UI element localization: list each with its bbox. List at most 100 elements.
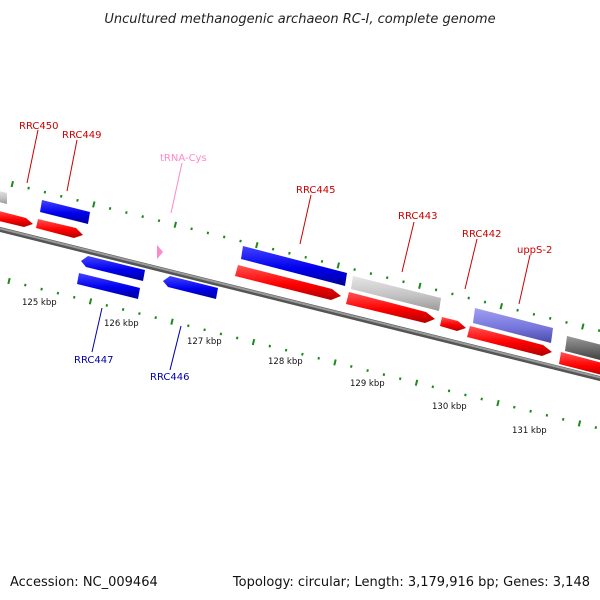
minor-tick bbox=[72, 295, 76, 299]
minor-tick bbox=[366, 369, 369, 372]
label-trna-cys[interactable]: tRNA-Cys bbox=[160, 153, 207, 164]
minor-tick bbox=[154, 316, 157, 320]
minor-tick bbox=[76, 198, 79, 202]
genome-summary: Topology: circular; Length: 3,179,916 bp… bbox=[232, 575, 590, 590]
minor-tick bbox=[402, 280, 405, 284]
backbone bbox=[0, 226, 600, 382]
major-tick bbox=[173, 221, 177, 228]
minor-tick bbox=[594, 426, 598, 429]
major-tick bbox=[418, 282, 422, 289]
minor-tick bbox=[222, 235, 226, 239]
gene-rrc445-red[interactable] bbox=[235, 265, 341, 300]
minor-tick bbox=[320, 259, 324, 263]
minor-tick bbox=[268, 344, 272, 348]
minor-tick bbox=[353, 268, 356, 271]
minor-tick bbox=[398, 377, 402, 381]
major-tick bbox=[414, 379, 419, 386]
minor-tick bbox=[431, 385, 435, 389]
kbp-label-126: 126 kbp bbox=[104, 319, 139, 329]
minor-tick bbox=[532, 312, 536, 316]
minor-tick bbox=[561, 417, 565, 421]
gene-rrc443[interactable] bbox=[351, 276, 441, 311]
kbp-label-125: 125 kbp bbox=[22, 298, 57, 308]
minor-tick bbox=[317, 356, 320, 360]
label-rrc447[interactable]: RRC447 bbox=[74, 355, 113, 366]
tick-track-lower bbox=[7, 277, 598, 429]
major-tick bbox=[577, 420, 582, 427]
major-tick bbox=[251, 338, 256, 346]
minor-tick bbox=[187, 324, 190, 328]
minor-tick bbox=[239, 239, 242, 243]
minor-tick bbox=[59, 194, 63, 198]
genes-forward-inner bbox=[0, 210, 600, 377]
minor-tick bbox=[464, 393, 467, 397]
kbp-label-128: 128 kbp bbox=[268, 357, 303, 367]
map-title: Uncultured methanogenic archaeon RC-I, c… bbox=[104, 12, 495, 27]
gene-upps-2[interactable] bbox=[473, 308, 553, 343]
minor-tick bbox=[108, 207, 112, 210]
major-tick bbox=[581, 323, 585, 330]
minor-tick bbox=[141, 215, 144, 219]
minor-tick bbox=[382, 373, 386, 377]
kbp-label-130: 130 kbp bbox=[432, 402, 467, 412]
gene-red-3[interactable] bbox=[467, 326, 552, 356]
gene-dark-edge[interactable] bbox=[565, 336, 600, 362]
gene-rrc447[interactable] bbox=[77, 273, 140, 299]
minor-tick bbox=[138, 312, 141, 316]
gene-red-edge[interactable] bbox=[559, 352, 600, 377]
trna-cys-marker[interactable] bbox=[157, 245, 163, 259]
major-tick bbox=[333, 359, 337, 366]
gene-labels: RRC450 RRC449 tRNA-Cys RRC445 RRC443 RRC… bbox=[19, 121, 552, 383]
label-rrc443[interactable]: RRC443 bbox=[398, 211, 437, 222]
genes-forward-outer bbox=[0, 190, 600, 362]
minor-tick bbox=[40, 287, 43, 291]
minor-tick bbox=[516, 308, 519, 312]
minor-tick bbox=[597, 329, 600, 333]
gene-red-2[interactable] bbox=[346, 292, 435, 323]
minor-tick bbox=[545, 413, 549, 417]
minor-tick bbox=[157, 219, 161, 223]
minor-tick bbox=[206, 231, 210, 235]
gene-gray-edge[interactable] bbox=[0, 190, 7, 204]
gene-rrc450[interactable] bbox=[0, 210, 33, 227]
minor-tick bbox=[369, 272, 373, 276]
gene-rrc446[interactable] bbox=[163, 276, 218, 299]
label-rrc442[interactable]: RRC442 bbox=[462, 229, 501, 240]
major-tick bbox=[170, 318, 174, 325]
kbp-labels: 125 kbp 126 kbp 127 kbp 128 kbp 129 kbp … bbox=[22, 298, 547, 436]
gene-rrc449[interactable] bbox=[36, 219, 83, 238]
label-rrc445[interactable]: RRC445 bbox=[296, 185, 335, 196]
minor-tick bbox=[529, 409, 532, 413]
minor-tick bbox=[235, 336, 239, 340]
minor-tick bbox=[24, 283, 27, 287]
gene-rrc449-blue[interactable] bbox=[40, 200, 90, 224]
minor-tick bbox=[548, 316, 552, 320]
gene-rrc442[interactable] bbox=[440, 317, 466, 331]
major-tick bbox=[88, 298, 93, 305]
label-upps-2[interactable]: uppS-2 bbox=[517, 245, 552, 256]
minor-tick bbox=[447, 389, 451, 393]
major-tick bbox=[10, 180, 14, 188]
label-rrc450[interactable]: RRC450 bbox=[19, 121, 58, 132]
label-rrc446[interactable]: RRC446 bbox=[150, 372, 189, 383]
minor-tick bbox=[121, 308, 125, 311]
minor-tick bbox=[483, 300, 487, 304]
minor-tick bbox=[105, 303, 109, 307]
minor-tick bbox=[480, 397, 483, 401]
minor-tick bbox=[304, 255, 307, 259]
minor-tick bbox=[271, 247, 275, 251]
major-tick bbox=[255, 241, 259, 249]
kbp-label-129: 129 kbp bbox=[350, 379, 385, 389]
minor-tick bbox=[219, 332, 223, 336]
minor-tick bbox=[43, 190, 47, 194]
minor-tick bbox=[190, 227, 193, 231]
label-rrc449[interactable]: RRC449 bbox=[62, 130, 101, 141]
gene-rrc445[interactable] bbox=[241, 246, 347, 286]
minor-tick bbox=[350, 365, 353, 368]
major-tick bbox=[92, 201, 96, 208]
minor-tick bbox=[56, 291, 60, 295]
kbp-label-131: 131 kbp bbox=[512, 426, 547, 436]
gene-rrc447-a[interactable] bbox=[81, 256, 145, 281]
major-tick bbox=[499, 303, 503, 310]
